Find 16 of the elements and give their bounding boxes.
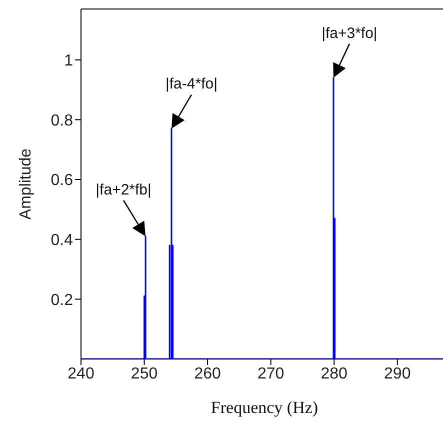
x-tick-label: 250: [130, 365, 158, 382]
annotation: |fa+2*fb|: [96, 181, 152, 198]
x-tick-label: 270: [257, 365, 284, 382]
y-tick-label: 1: [64, 52, 74, 70]
x-tick-label: 290: [384, 365, 411, 382]
x-tick-label: 240: [68, 365, 94, 382]
x-axis-title: Frequency (Hz): [210, 398, 318, 417]
y-tick-label: 0.6: [50, 172, 74, 190]
y-tick-label: 0.4: [50, 232, 74, 250]
x-tick-label: 280: [320, 365, 348, 382]
annotation: |fa+3*fo|: [322, 24, 378, 42]
y-tick-label: 0.8: [50, 112, 74, 130]
y-axis-title: Amplitude: [18, 148, 35, 220]
x-tick-label: 260: [194, 365, 221, 382]
annotation: |fa-4*fo|: [165, 76, 218, 93]
y-tick-label: 0.2: [50, 292, 74, 309]
